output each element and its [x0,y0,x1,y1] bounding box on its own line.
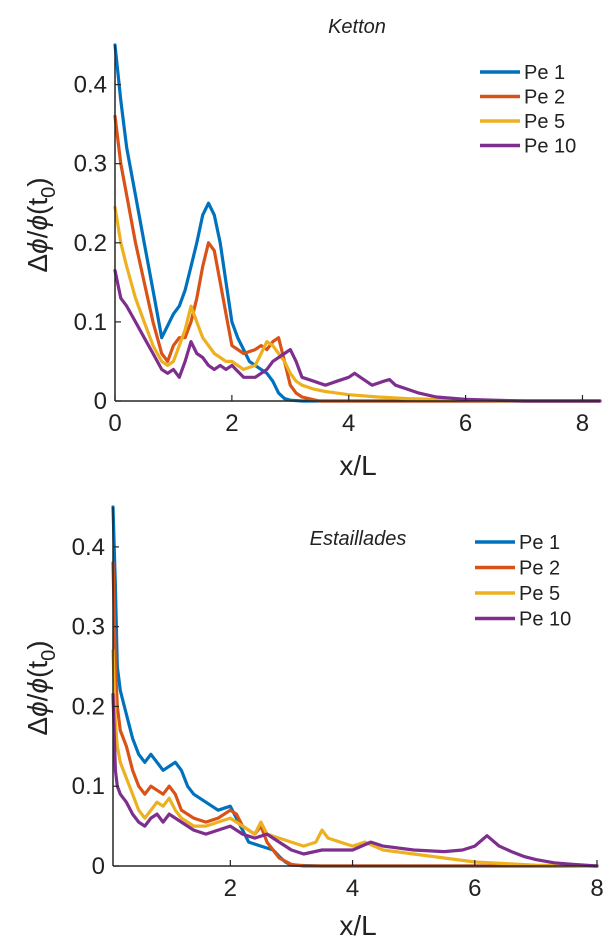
series-layer [111,505,599,868]
y-tick-label: 0.1 [72,773,105,800]
y-axis-label: Δϕ/ϕ(t0) [22,640,60,735]
series-line-pe-10 [111,692,599,868]
legend-label: Pe 10 [519,609,571,631]
x-axis-label: x/L [339,450,376,481]
y-tick-label: 0.1 [74,309,107,336]
y-tick-label: 0 [94,388,107,415]
tick-layer: 0 2 4 6 8 0 0.1 0.2 0.3 0.4 [74,72,590,437]
x-tick-label: 0 [108,410,121,437]
y-tick-label: 0.2 [74,230,107,257]
series-line-pe-5 [113,205,602,403]
x-tick-label: 8 [590,875,603,902]
x-axis-label: x/L [339,910,376,941]
x-tick-label: 4 [342,410,355,437]
y-axis-label: Δϕ/ϕ(t0) [22,177,60,272]
x-tick-label: 2 [224,875,237,902]
x-tick-label: 8 [576,410,589,437]
y-tick-label: 0.3 [72,614,105,641]
legend-label: Pe 1 [519,532,560,554]
legend-label: Pe 10 [524,136,576,158]
axes [114,45,600,402]
series-line-pe-5 [111,648,599,868]
chart-title: Ketton [328,16,386,38]
x-tick-label: 6 [459,410,472,437]
x-tick-label: 4 [346,875,359,902]
legend-label: Pe 2 [524,87,565,109]
chart-title: Estaillades [310,528,407,550]
y-tick-label: 0.3 [74,151,107,178]
y-tick-label: 0.4 [74,72,107,99]
legend-label: Pe 1 [524,62,565,84]
x-tick-label: 2 [225,410,238,437]
y-tick-label: 0.4 [72,534,105,561]
legend-label: Pe 5 [519,583,560,605]
axes [112,507,597,867]
y-tick-label: 0 [92,853,105,880]
tick-layer: 2 4 6 8 0 0.1 0.2 0.3 0.4 [72,534,603,902]
legend-label: Pe 2 [519,558,560,580]
y-tick-label: 0.2 [72,693,105,720]
legend-label: Pe 5 [524,111,565,133]
chart-panel-estaillades: Estaillades 2 4 6 8 0 0.1 0.2 0.3 0.4 x/L Δϕ/ϕ(t… [22,505,603,941]
series-line-pe-2 [113,114,602,403]
series-line-pe-10 [113,268,602,403]
legend: Pe 1 Pe 2 Pe 5 Pe 10 [475,532,571,631]
chart-panel-ketton: Ketton 0 2 4 6 8 0 0.1 0.2 0.3 0.4 x/L Δϕ/ϕ(t0) P… [22,16,602,481]
legend: Pe 1 Pe 2Pe 5 Pe 10 [480,62,576,158]
series-line-pe-2 [111,561,599,868]
x-tick-label: 6 [468,875,481,902]
